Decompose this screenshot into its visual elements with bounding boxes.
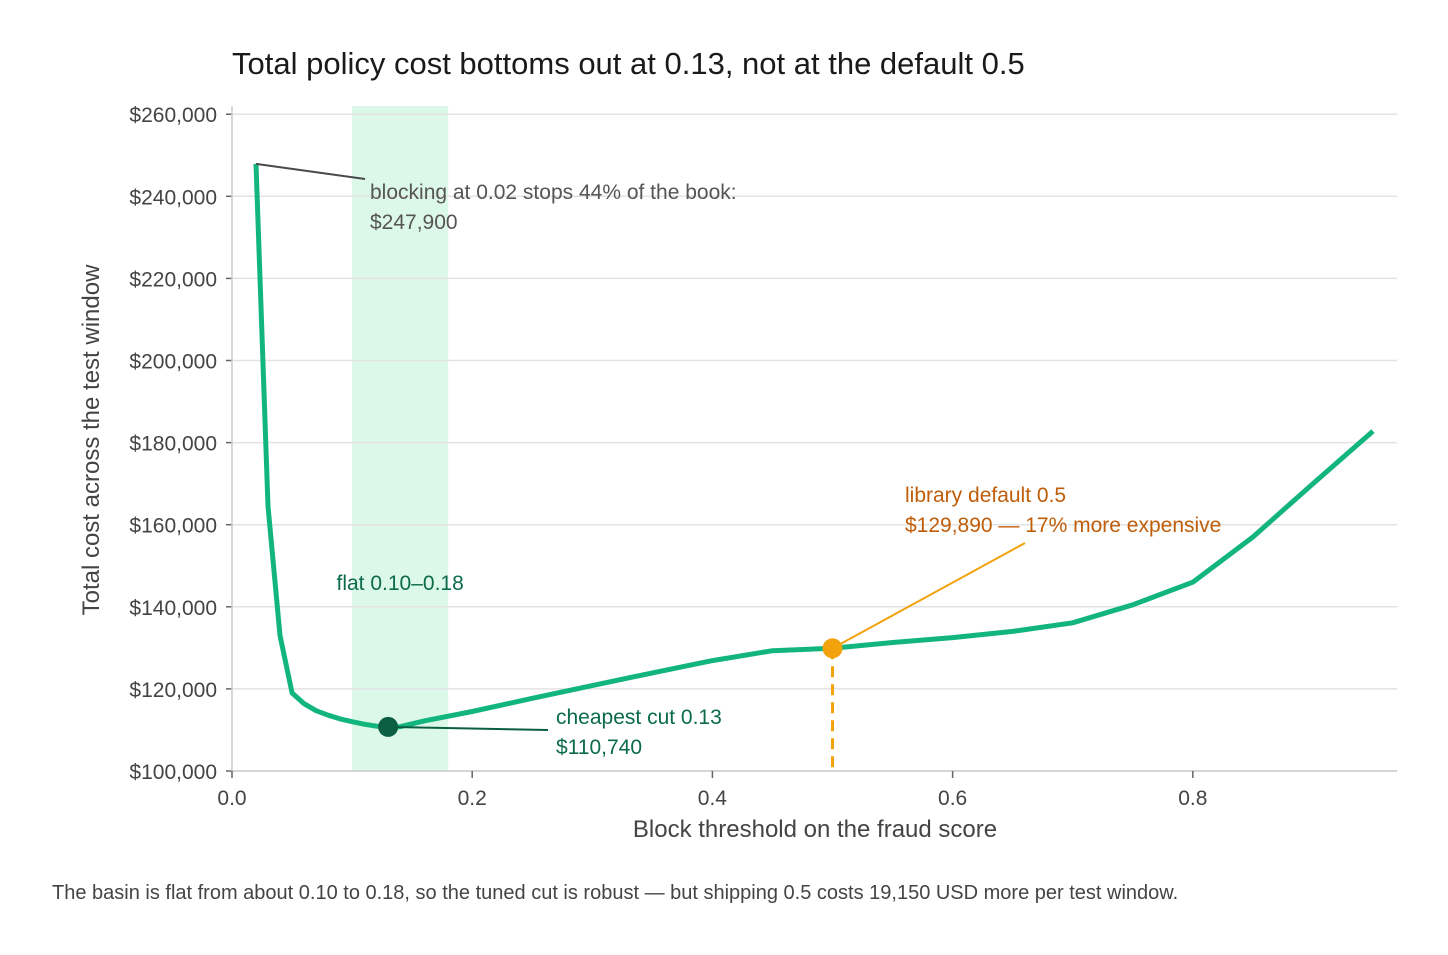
annotation-min-line: $110,740 <box>556 736 642 759</box>
annotation-max-text: blocking at 0.02 stops 44% of the book: $… <box>370 181 737 234</box>
x-tick-label: 0.4 <box>698 787 728 810</box>
chart-title: Total policy cost bottoms out at 0.13, n… <box>232 46 1025 81</box>
footnote: The basin is flat from about 0.10 to 0.1… <box>52 882 1178 904</box>
annotation-min-leader <box>388 725 549 731</box>
annotation-max-leader <box>255 162 366 180</box>
axes-layer: $100,000 $120,000 $140,000 $160,000 $180,000… <box>129 104 1397 810</box>
annotation-layer: blocking at 0.02 stops 44% of the book: $… <box>255 162 1221 759</box>
default-marker <box>822 638 843 659</box>
x-tick-label: 0.0 <box>217 787 246 810</box>
y-tick-label: $200,000 <box>129 351 217 374</box>
shaded-band <box>352 106 449 771</box>
y-tick-label: $180,000 <box>129 433 217 456</box>
annotation-max-line: blocking at 0.02 stops 44% of the book: <box>370 181 737 204</box>
annotation-min-text: cheapest cut 0.13 $110,740 <box>556 706 722 759</box>
cost-curve-line <box>253 163 1375 730</box>
x-tick-label: 0.2 <box>458 787 487 810</box>
y-axis-label: Total cost across the test window <box>78 264 105 615</box>
y-tick-label: $220,000 <box>129 268 217 291</box>
y-tick-label: $120,000 <box>129 679 217 702</box>
series-layer <box>253 163 1375 771</box>
y-tick-label: $140,000 <box>129 597 217 620</box>
x-tick-label: 0.8 <box>1178 787 1207 810</box>
annotation-max-line: $247,900 <box>370 211 458 234</box>
annotation-min-line: cheapest cut 0.13 <box>556 706 722 729</box>
grid-layer <box>232 113 1397 772</box>
x-tick-label: 0.6 <box>938 787 967 810</box>
y-tick-label: $260,000 <box>129 104 217 127</box>
annotation-default-leader <box>832 542 1026 650</box>
y-tick-label: $240,000 <box>129 186 217 209</box>
shaded-band-layer: flat 0.10–0.18 <box>337 106 464 771</box>
y-tick-label: $100,000 <box>129 761 217 784</box>
minimum-marker <box>378 716 399 737</box>
annotation-default-text: library default 0.5 $129,890 — 17% more e… <box>905 484 1221 537</box>
annotation-default-line: $129,890 — 17% more expensive <box>905 514 1221 537</box>
annotation-default-line: library default 0.5 <box>905 484 1066 507</box>
y-tick-label: $160,000 <box>129 515 217 538</box>
x-axis-label: Block threshold on the fraud score <box>633 816 997 843</box>
shaded-band-label: flat 0.10–0.18 <box>337 572 464 595</box>
